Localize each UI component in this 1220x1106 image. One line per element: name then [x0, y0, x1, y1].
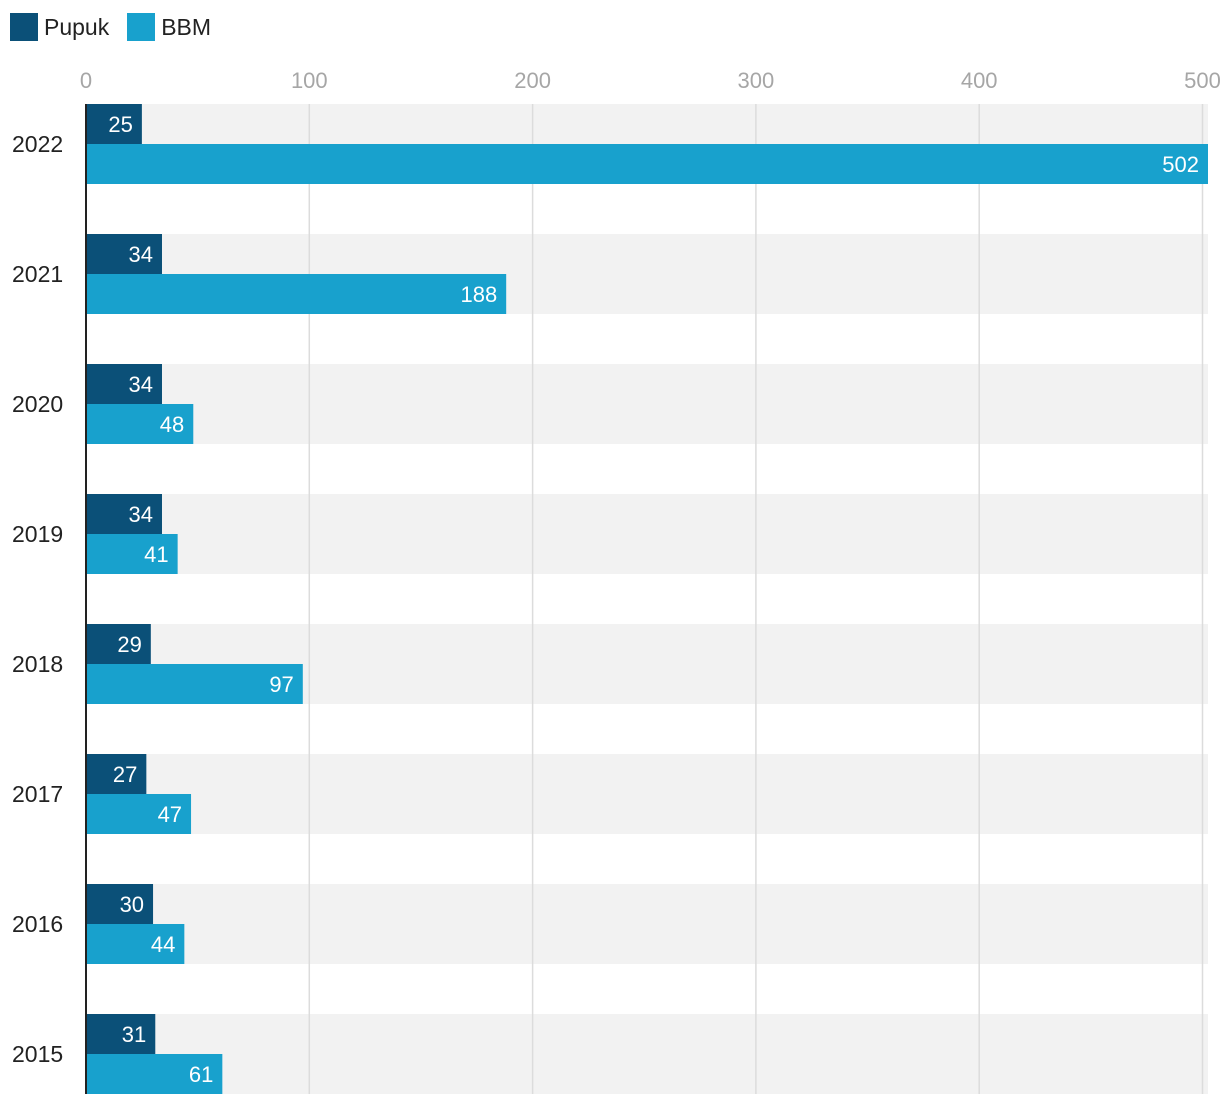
row-band — [86, 494, 1208, 574]
data-label-bbm-2018: 97 — [269, 672, 293, 697]
bar-bbm-2020 — [86, 404, 194, 444]
data-label-bbm-2015: 61 — [189, 1062, 213, 1087]
data-label-pupuk-2018: 29 — [117, 632, 141, 657]
row-band — [86, 1014, 1208, 1094]
data-label-bbm-2017: 47 — [158, 802, 182, 827]
bar-bbm-2021 — [86, 274, 507, 314]
row-band — [86, 754, 1208, 834]
legend-swatch-pupuk — [10, 13, 38, 41]
data-label-bbm-2019: 41 — [144, 542, 168, 567]
data-label-pupuk-2022: 25 — [108, 112, 132, 137]
legend-item-pupuk: Pupuk — [10, 13, 109, 41]
bar-pupuk-2020 — [86, 364, 162, 404]
y-category-label: 2016 — [12, 911, 63, 937]
legend-label-bbm: BBM — [161, 13, 212, 40]
bar-bbm-2016 — [86, 924, 185, 964]
y-category-label: 2021 — [12, 261, 63, 287]
bar-pupuk-2016 — [86, 884, 154, 924]
data-label-pupuk-2020: 34 — [129, 372, 153, 397]
y-category-label: 2015 — [12, 1041, 63, 1067]
legend-label-pupuk: Pupuk — [44, 13, 110, 40]
bar-pupuk-2022 — [86, 104, 142, 144]
data-label-pupuk-2017: 27 — [113, 762, 137, 787]
y-category-label: 2017 — [12, 781, 63, 807]
x-tick-label: 500 — [1184, 68, 1220, 93]
data-label-pupuk-2016: 30 — [120, 892, 144, 917]
chart-legend: Pupuk BBM — [10, 12, 229, 42]
data-label-bbm-2021: 188 — [460, 282, 497, 307]
x-tick-label: 200 — [514, 68, 551, 93]
data-label-bbm-2020: 48 — [160, 412, 184, 437]
bar-pupuk-2019 — [86, 494, 162, 534]
y-category-label: 2022 — [12, 131, 63, 157]
data-label-bbm-2022: 502 — [1162, 152, 1199, 177]
bar-pupuk-2017 — [86, 754, 147, 794]
data-label-pupuk-2021: 34 — [129, 242, 153, 267]
x-tick-label: 400 — [961, 68, 998, 93]
x-tick-label: 300 — [738, 68, 775, 93]
x-tick-label: 100 — [291, 68, 328, 93]
bar-pupuk-2015 — [86, 1014, 156, 1054]
bar-bbm-2015 — [86, 1054, 223, 1094]
legend-item-bbm: BBM — [127, 13, 211, 41]
data-label-bbm-2016: 44 — [151, 932, 175, 957]
bar-bbm-2019 — [86, 534, 178, 574]
legend-swatch-bbm — [127, 13, 156, 41]
bar-bbm-2022 — [86, 144, 1208, 184]
data-label-pupuk-2015: 31 — [122, 1022, 146, 1047]
row-band — [86, 884, 1208, 964]
bar-pupuk-2018 — [86, 624, 151, 664]
y-category-label: 2018 — [12, 651, 63, 677]
y-category-label: 2019 — [12, 521, 63, 547]
bar-pupuk-2021 — [86, 234, 162, 274]
row-band — [86, 364, 1208, 444]
bar-bbm-2017 — [86, 794, 192, 834]
data-label-pupuk-2019: 34 — [129, 502, 153, 527]
x-tick-label: 0 — [80, 68, 92, 93]
bar-bbm-2018 — [86, 664, 303, 704]
y-category-label: 2020 — [12, 391, 63, 417]
